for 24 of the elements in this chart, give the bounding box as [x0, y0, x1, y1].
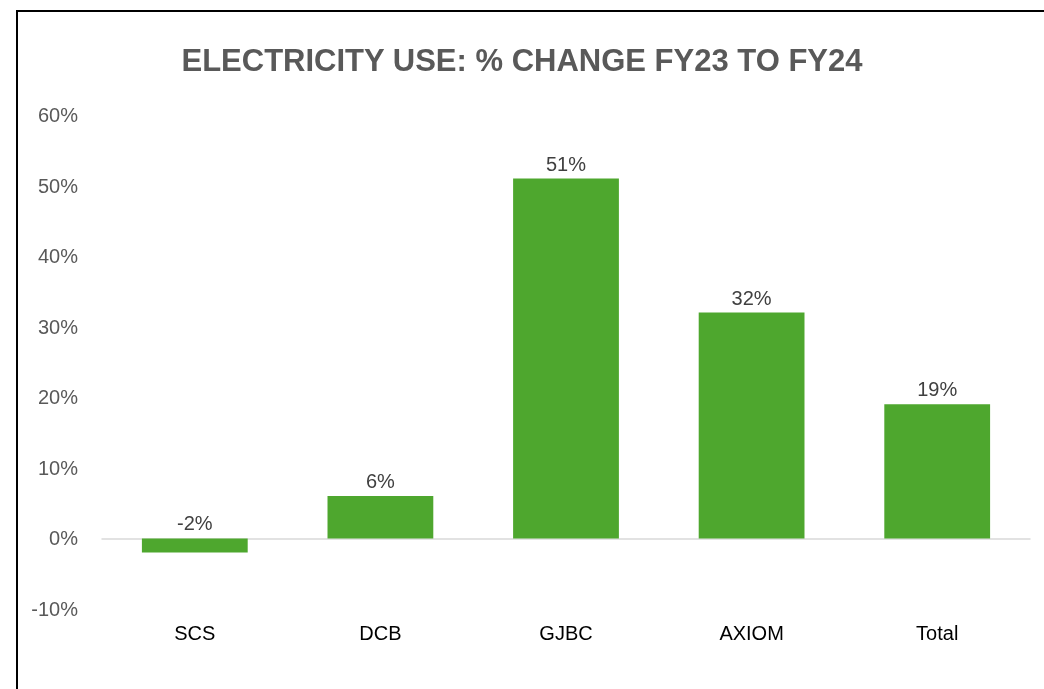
- data-label: -2%: [177, 512, 213, 535]
- bar: [884, 404, 991, 539]
- x-tick-label: GJBC: [539, 622, 593, 644]
- y-tick-label: 0%: [49, 527, 79, 550]
- data-label: 51%: [545, 152, 587, 175]
- y-tick-label: -10%: [31, 598, 79, 620]
- y-tick-label: 20%: [37, 386, 79, 409]
- y-tick-label: 10%: [37, 456, 79, 479]
- data-label: 6%: [365, 470, 396, 493]
- x-tick-label: DCB: [359, 622, 402, 644]
- x-tick-label: Total: [916, 622, 959, 644]
- data-label: 19%: [917, 378, 958, 401]
- y-tick-label: 30%: [37, 315, 79, 338]
- bar: [698, 312, 805, 539]
- y-tick-label: 60%: [37, 104, 79, 126]
- chart-title: ELECTRICITY USE: % CHANGE FY23 TO FY24: [181, 43, 864, 78]
- x-tick-label: SCS: [174, 622, 216, 644]
- data-label: 32%: [731, 286, 772, 309]
- bar: [141, 538, 248, 553]
- x-tick-label: AXIOM: [719, 622, 784, 644]
- y-tick-label: 40%: [37, 245, 79, 268]
- y-tick-label: 50%: [37, 174, 79, 197]
- bar: [327, 496, 434, 539]
- bar: [513, 178, 619, 539]
